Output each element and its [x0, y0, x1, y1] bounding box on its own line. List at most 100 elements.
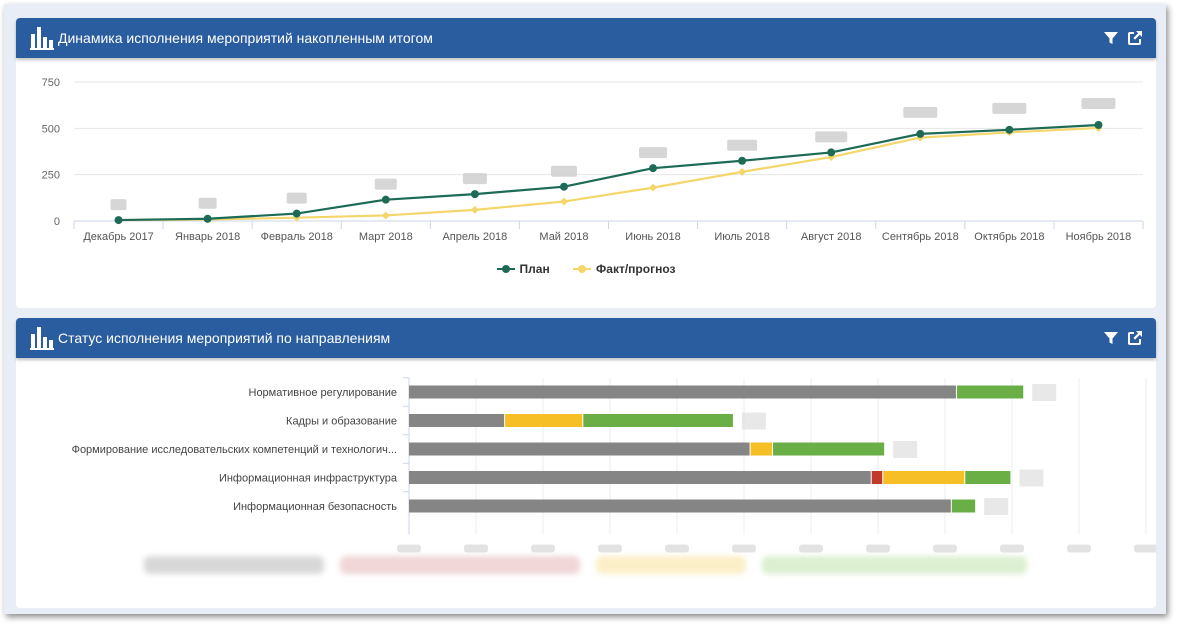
panel-title: Динамика исполнения мероприятий накоплен…: [58, 30, 433, 46]
bar-segment-gray[interactable]: [409, 385, 956, 399]
obscured-x-tick-label: [1000, 544, 1024, 553]
legend-item-fact[interactable]: Факт/прогноз: [573, 262, 675, 276]
obscured-data-label: [374, 178, 397, 190]
fact-series-line: [118, 126, 1099, 222]
bar-segment-gray[interactable]: [409, 442, 750, 456]
bar-segment-green[interactable]: [951, 499, 976, 513]
obscured-x-tick-label: [397, 544, 421, 553]
obscured-x-tick-label: [598, 544, 622, 553]
dashboard-frame: Динамика исполнения мероприятий накоплен…: [4, 4, 1166, 614]
obscured-data-label: [639, 147, 668, 159]
y-tick-label: 250: [42, 170, 60, 182]
obscured-x-tick-label: [732, 544, 756, 553]
obscured-x-tick-label: [665, 544, 689, 553]
fact-point[interactable]: [649, 183, 658, 192]
legend-label-fact: Факт/прогноз: [596, 262, 676, 276]
obscured-data-label: [110, 199, 127, 211]
x-tick-label: Август 2018: [801, 231, 862, 243]
plan-point[interactable]: [827, 148, 836, 157]
fact-point[interactable]: [738, 167, 747, 176]
obscured-x-tick-label: [866, 544, 890, 553]
plan-series-line: [118, 123, 1099, 222]
bar-segment-gray[interactable]: [409, 499, 951, 513]
plan-point[interactable]: [292, 209, 301, 218]
plan-point[interactable]: [916, 129, 925, 138]
legend-swatch-fact: [573, 264, 592, 274]
filter-icon[interactable]: [1103, 330, 1119, 346]
legend-item-plan[interactable]: План: [496, 262, 550, 276]
legend-swatch-plan: [496, 264, 515, 274]
plan-point[interactable]: [470, 190, 479, 199]
obscured-data-label: [1032, 384, 1057, 401]
fact-point[interactable]: [381, 211, 390, 220]
bar-segment-yellow[interactable]: [883, 471, 965, 484]
blurred-legend-green: [762, 556, 1027, 574]
dynamics-panel-header: Динамика исполнения мероприятий накоплен…: [16, 18, 1156, 58]
obscured-x-tick-label: [531, 544, 555, 553]
bar-segment-green[interactable]: [773, 442, 885, 456]
obscured-x-tick-label: [933, 544, 957, 553]
obscured-data-label: [286, 192, 307, 204]
status-panel: Статус исполнения мероприятий по направл…: [16, 318, 1156, 608]
plan-point[interactable]: [203, 214, 212, 223]
bar-segment-green[interactable]: [965, 471, 1011, 484]
external-link-icon[interactable]: [1127, 330, 1143, 346]
x-tick-label: Май 2018: [539, 231, 588, 243]
obscured-data-label: [1019, 469, 1044, 487]
x-tick-label: Июнь 2018: [625, 231, 681, 243]
status-panel-header: Статус исполнения мероприятий по направл…: [16, 318, 1156, 358]
obscured-data-label: [815, 131, 848, 143]
x-tick-label: Апрель 2018: [442, 231, 507, 243]
bar-segment-gray[interactable]: [409, 414, 505, 427]
bar-chart-icon: [30, 327, 54, 350]
obscured-data-label: [893, 441, 918, 458]
obscured-data-label: [198, 197, 217, 209]
category-label: Нормативное регулирование: [249, 387, 398, 399]
obscured-data-label: [1081, 97, 1116, 109]
plan-point[interactable]: [559, 182, 568, 191]
bar-segment-yellow[interactable]: [505, 414, 583, 427]
obscured-x-tick-label: [1134, 544, 1156, 553]
legend-label-plan: План: [519, 262, 550, 276]
bar-segment-yellow[interactable]: [750, 442, 773, 456]
obscured-data-label: [727, 139, 758, 151]
x-tick-label: Февраль 2018: [261, 231, 333, 243]
obscured-data-label: [903, 106, 938, 118]
obscured-data-label: [741, 412, 766, 430]
plan-point[interactable]: [1005, 125, 1014, 134]
x-tick-label: Март 2018: [359, 231, 413, 243]
x-tick-label: Декабрь 2017: [83, 231, 153, 243]
panel-title: Статус исполнения мероприятий по направл…: [58, 330, 391, 346]
fact-point[interactable]: [559, 197, 568, 206]
blurred-legend-gray: [144, 556, 324, 574]
plan-point[interactable]: [1094, 120, 1103, 129]
plan-point[interactable]: [381, 195, 390, 204]
obscured-data-label: [984, 498, 1009, 515]
y-tick-label: 750: [42, 77, 60, 89]
plan-point[interactable]: [114, 216, 123, 225]
bar-segment-red[interactable]: [871, 471, 883, 484]
external-link-icon[interactable]: [1127, 30, 1143, 46]
obscured-x-tick-label: [799, 544, 823, 553]
cumulative-line-chart: 0 250 500 750 Декабрь 2017 Январь 2018 Февраль…: [42, 77, 1144, 243]
obscured-x-tick-label: [464, 544, 488, 553]
blurred-legend-red: [340, 556, 580, 574]
category-label: Формирование исследовательских компетенц…: [72, 444, 397, 456]
fact-point[interactable]: [470, 205, 479, 214]
bar-segment-green[interactable]: [956, 385, 1024, 399]
category-label: Кадры и образование: [286, 416, 397, 428]
plan-point[interactable]: [738, 156, 747, 165]
filter-icon[interactable]: [1103, 30, 1119, 46]
bar-segment-gray[interactable]: [409, 471, 871, 484]
x-tick-label: Октябрь 2018: [974, 231, 1044, 243]
obscured-data-label: [992, 102, 1027, 114]
bar-chart-icon: [30, 27, 54, 50]
bar-segment-green[interactable]: [583, 414, 733, 427]
obscured-x-tick-label: [1067, 544, 1091, 553]
x-tick-label: Сентябрь 2018: [882, 231, 959, 243]
line-chart-legend: План Факт/прогноз: [16, 262, 1156, 277]
x-tick-label: Январь 2018: [175, 231, 240, 243]
plan-point[interactable]: [649, 164, 658, 173]
category-label: Информационная инфраструктура: [219, 473, 398, 485]
y-tick-label: 500: [42, 123, 60, 135]
